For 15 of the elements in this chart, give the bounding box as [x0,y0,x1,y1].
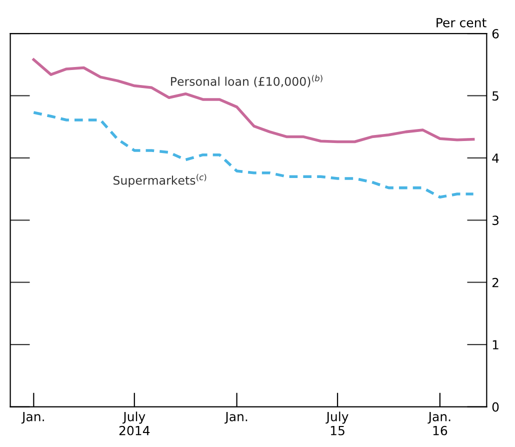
y-tick-label: 0 [492,402,499,412]
x-tick-label: July 2014 [119,412,150,436]
series-label: Personal loan (£10,000)$^{(b)}$ [171,74,322,88]
y-tick-label: 6 [492,28,499,38]
x-tick-label: Jan. 16 [428,412,450,436]
x-tick-label: Jan. [21,412,44,424]
y-tick-label: 5 [492,91,498,101]
y-tick-label: 2 [492,278,498,288]
y-tick-label: 1 [492,340,498,350]
y-tick-label: 4 [492,154,499,163]
x-tick-label: July 15 [326,412,348,436]
y-tick-label: 3 [492,216,498,226]
y-axis-title: Per cent [436,18,486,28]
x-tick-label: Jan. [224,412,248,424]
series-label: Supermarkets$^{(c)}$ [114,174,206,188]
